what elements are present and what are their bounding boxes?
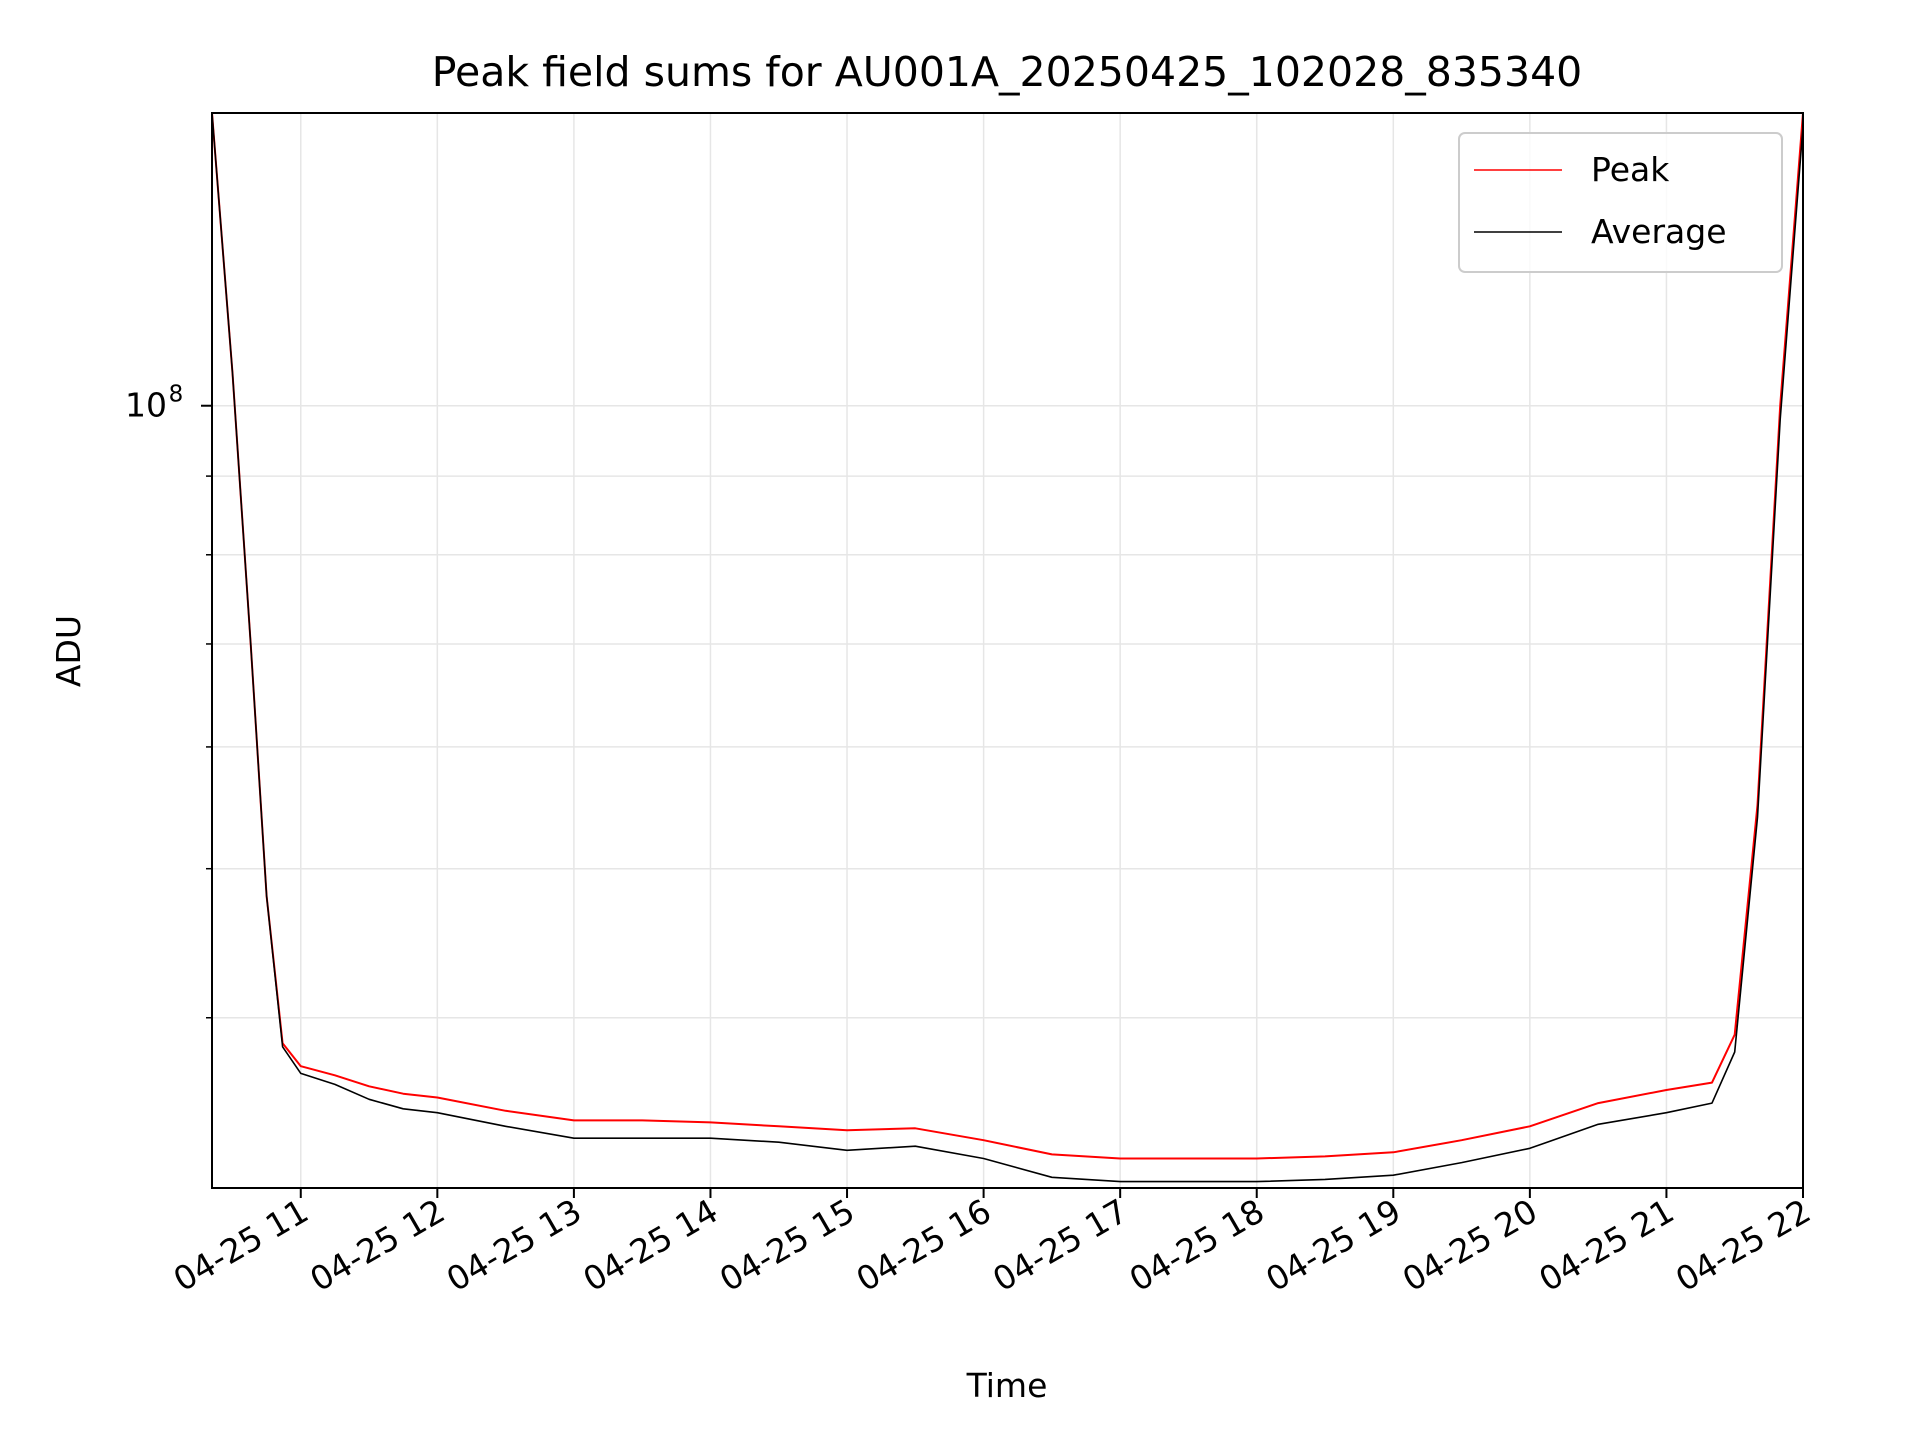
legend: Peak Average [1458, 132, 1783, 273]
y-tick-label: 10 [125, 386, 167, 425]
y-tick-label-exponent: 8 [169, 382, 184, 408]
plot-frame [211, 112, 1804, 1189]
legend-label-peak: Peak [1591, 150, 1670, 189]
legend-label-average: Average [1591, 212, 1727, 251]
y-axis: 10 8 [125, 382, 212, 1019]
series-line-average [211, 112, 1804, 1183]
y-axis-label: ADU [49, 615, 88, 687]
series-layer [211, 112, 1804, 1183]
series-line-peak [211, 112, 1804, 1160]
grid [212, 113, 1804, 1188]
chart-title: Peak field sums for AU001A_20250425_1020… [432, 48, 1583, 96]
legend-box [1458, 132, 1783, 273]
x-axis-label: Time [966, 1366, 1048, 1405]
